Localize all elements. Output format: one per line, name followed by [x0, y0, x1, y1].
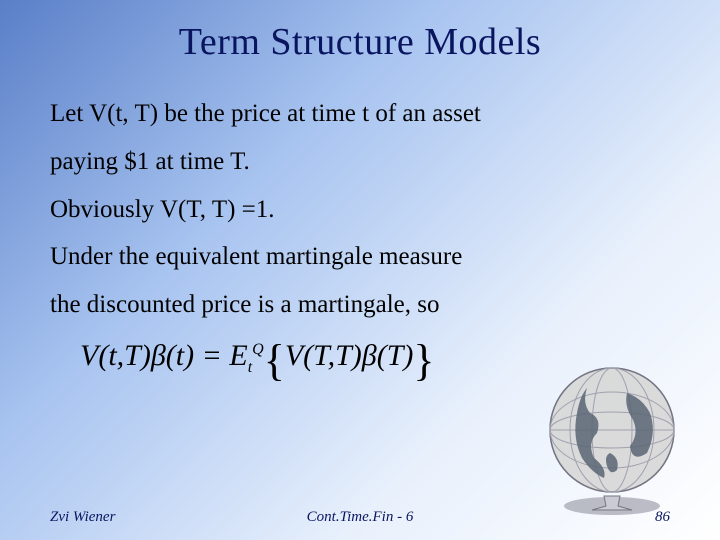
eq-rbrace: }	[413, 336, 434, 385]
body-line-1: Let V(t, T) be the price at time t of an…	[50, 92, 670, 136]
slide-title: Term Structure Models	[50, 20, 670, 64]
footer-author: Zvi Wiener	[50, 509, 115, 526]
body-line-2: paying $1 at time T.	[50, 140, 670, 184]
body-line-4: Under the equivalent martingale measure	[50, 235, 670, 279]
eq-beta-arg-t: (t)	[166, 339, 194, 372]
eq-beta-arg-T: (T)	[377, 339, 414, 372]
slide-container: Term Structure Models Let V(t, T) be the…	[0, 0, 720, 540]
eq-V2: V	[285, 339, 303, 372]
eq-equals: =	[194, 339, 229, 372]
eq-args1: (t,T)	[98, 339, 151, 372]
globe-icon	[532, 358, 692, 518]
eq-E-sub: t	[248, 359, 252, 376]
body-line-3: Obviously V(T, T) =1.	[50, 188, 670, 232]
eq-beta1: β	[151, 339, 166, 372]
body-line-5: the discounted price is a martingale, so	[50, 283, 670, 327]
eq-beta2: β	[362, 339, 377, 372]
eq-lbrace: {	[264, 336, 285, 385]
eq-args2: (T,T)	[303, 339, 362, 372]
eq-E-sup: Q	[252, 341, 264, 358]
equation: V(t,T)β(t) = EtQ{V(T,T)β(T)}	[80, 339, 670, 377]
eq-V1: V	[80, 339, 98, 372]
eq-E: E	[229, 339, 247, 372]
footer-course: Cont.Time.Fin - 6	[307, 509, 414, 526]
